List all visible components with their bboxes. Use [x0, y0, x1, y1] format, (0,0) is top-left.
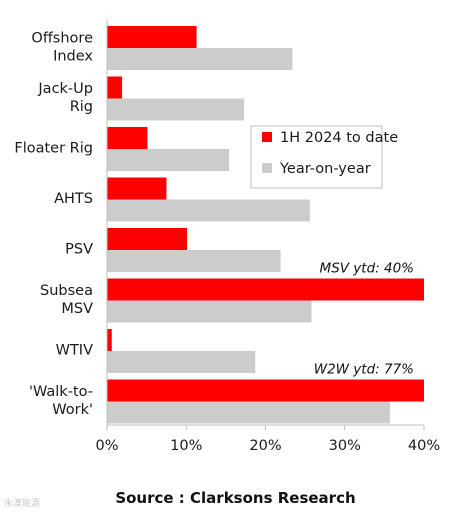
bar-1h-2024-5 [107, 278, 424, 301]
category-label-2-line-0: Floater Rig [14, 141, 93, 157]
watermark: 永澳能源 [4, 499, 41, 509]
annotation-1: W2W ytd: 77% [314, 362, 414, 378]
x-tick-label-3: 30% [329, 438, 361, 454]
x-tick-label-2: 20% [249, 438, 281, 454]
legend-box [250, 125, 383, 189]
bar-year-on-year-0 [107, 48, 293, 70]
annotation-0: MSV ytd: 40% [320, 261, 414, 277]
category-label-0-line-1: Index [53, 49, 93, 65]
bar-year-on-year-6 [107, 351, 256, 373]
category-label-0-line-0: Offshore [31, 31, 93, 47]
category-label-4-line-0: PSV [65, 242, 93, 258]
category-label-7-line-0: 'Walk-to- [29, 384, 93, 400]
category-label-3-line-0: AHTS [54, 191, 93, 207]
category-label-6-line-0: WTIV [56, 343, 93, 359]
bar-year-on-year-3 [107, 199, 310, 222]
bar-year-on-year-4 [107, 250, 281, 272]
bar-1h-2024-0 [107, 26, 197, 48]
bar-year-on-year-2 [107, 149, 230, 171]
bar-1h-2024-6 [107, 329, 112, 351]
bar-year-on-year-7 [107, 401, 390, 424]
bar-year-on-year-5 [107, 300, 312, 323]
category-label-1-line-1: Rig [70, 99, 93, 115]
source-caption: Source : Clarksons Research [115, 489, 356, 507]
bar-year-on-year-1 [107, 98, 245, 121]
x-tick-label-0: 0% [95, 438, 118, 454]
x-tick-label-4: 40% [408, 438, 440, 454]
x-tick-label-1: 10% [170, 438, 202, 454]
legend-label-0: 1H 2024 to date [280, 130, 398, 146]
bar-chart: Offshore Index Jack-Up Rig Floater Rig AHTS PS… [14, 20, 440, 454]
bar-1h-2024-2 [107, 127, 148, 149]
bar-1h-2024-1 [107, 76, 123, 99]
bar-1h-2024-3 [107, 177, 167, 200]
bar-1h-2024-4 [107, 228, 188, 250]
legend-swatch-1 [262, 163, 272, 173]
legend-swatch-0 [262, 132, 272, 142]
legend-label-1: Year-on-year [279, 161, 371, 177]
category-label-5-line-0: Subsea [40, 283, 93, 299]
category-label-1-line-0: Jack-Up [37, 81, 93, 97]
category-label-5-line-1: MSV [61, 301, 93, 317]
category-label-7-line-1: Work' [52, 402, 93, 418]
bar-1h-2024-7 [107, 379, 424, 402]
